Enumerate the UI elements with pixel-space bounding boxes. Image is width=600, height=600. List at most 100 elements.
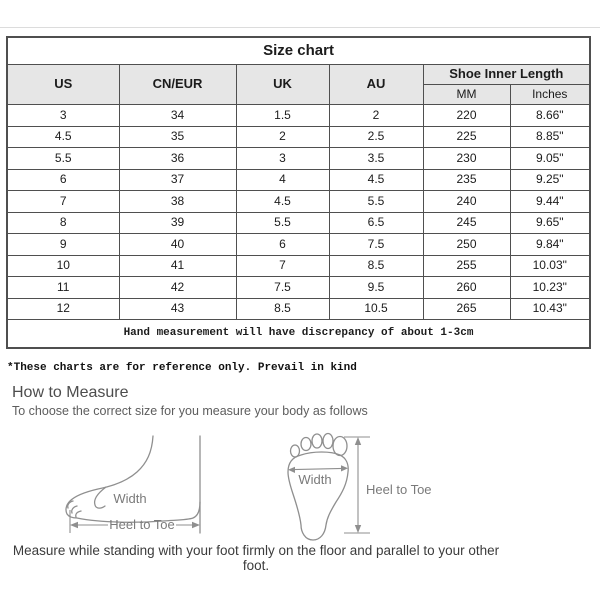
- col-header-shoe-inner-length: Shoe Inner Length: [422, 64, 591, 85]
- table-cell: 9.05": [509, 147, 591, 170]
- down-arrowhead-icon: [354, 525, 362, 533]
- table-cell: 4.5: [328, 168, 424, 191]
- right-arrowhead-icon: [192, 521, 200, 529]
- table-cell: 7.5: [328, 233, 424, 256]
- table-row: 7 38 4.5 5.5 240 9.44": [6, 190, 591, 213]
- table-row: 4.5 35 2 2.5 225 8.85": [6, 125, 591, 148]
- table-cell: 11: [6, 276, 120, 299]
- table-cell: 4.5: [6, 125, 120, 148]
- toe-outline: [322, 432, 334, 450]
- how-to-measure-heading: How to Measure: [12, 384, 129, 401]
- left-arrowhead-icon: [70, 521, 78, 529]
- table-cell: 39: [118, 211, 237, 234]
- table-cell: 9.44": [509, 190, 591, 213]
- table-row: 9 40 6 7.5 250 9.84": [6, 233, 591, 256]
- table-cell: 6: [235, 233, 330, 256]
- table-cell: 3: [235, 147, 330, 170]
- table-cell: 10: [6, 254, 120, 277]
- table-cell: 42: [118, 276, 237, 299]
- table-cell: 7.5: [235, 276, 330, 299]
- table-cell: 260: [422, 276, 511, 299]
- table-cell: 9: [6, 233, 120, 256]
- table-cell: 2: [328, 104, 424, 127]
- reference-only-note: *These charts are for reference only. Pr…: [7, 362, 357, 374]
- table-cell: 255: [422, 254, 511, 277]
- table-cell: 38: [118, 190, 237, 213]
- table-cell: 12: [6, 297, 120, 320]
- table-row: 12 43 8.5 10.5 265 10.43": [6, 297, 591, 320]
- table-cell: 245: [422, 211, 511, 234]
- table-cell: 3.5: [328, 147, 424, 170]
- table-cell: 4.5: [235, 190, 330, 213]
- table-cell: 240: [422, 190, 511, 213]
- table-cell: 34: [118, 104, 237, 127]
- foot-side-outline-path: [65, 435, 201, 523]
- table-row: 8 39 5.5 6.5 245 9.65": [6, 211, 591, 234]
- toe-outline: [300, 436, 312, 452]
- footnote-row: Hand measurement will have discrepancy o…: [6, 319, 591, 349]
- width-left-arrowhead-icon: [288, 466, 295, 473]
- table-row: 6 37 4 4.5 235 9.25": [6, 168, 591, 191]
- header-row: US CN/EUR UK AU Shoe Inner Length: [6, 64, 591, 105]
- top-divider: [0, 27, 600, 28]
- table-cell: 7: [6, 190, 120, 213]
- table-cell: 10.03": [509, 254, 591, 277]
- table-cell: 9.25": [509, 168, 591, 191]
- table-cell: 230: [422, 147, 511, 170]
- table-cell: 35: [118, 125, 237, 148]
- toe-lines: [67, 500, 82, 518]
- table-row: 10 41 7 8.5 255 10.03": [6, 254, 591, 277]
- top-view-heel-to-toe-label: Heel to Toe: [366, 482, 432, 497]
- col-header-mm: MM: [422, 84, 511, 105]
- table-cell: 10.5: [328, 297, 424, 320]
- size-chart-table: Size chart US CN/EUR UK AU Shoe Inner Le…: [6, 36, 592, 349]
- table-cell: 8.66": [509, 104, 591, 127]
- col-header-uk: UK: [235, 64, 330, 105]
- table-cell: 225: [422, 125, 511, 148]
- top-view-width-label: Width: [298, 472, 331, 487]
- table-cell: 40: [118, 233, 237, 256]
- toe-outline: [311, 433, 323, 449]
- size-chart-title: Size chart: [6, 36, 591, 65]
- col-header-au: AU: [328, 64, 424, 105]
- table-cell: 6: [6, 168, 120, 191]
- measuring-instruction: Measure while standing with your foot fi…: [12, 543, 500, 573]
- table-cell: 4: [235, 168, 330, 191]
- table-cell: 41: [118, 254, 237, 277]
- table-cell: 8.5: [235, 297, 330, 320]
- table-cell: 36: [118, 147, 237, 170]
- table-cell: 2.5: [328, 125, 424, 148]
- instep-crease-line: [93, 486, 107, 509]
- width-right-arrowhead-icon: [341, 465, 348, 472]
- title-row: Size chart: [6, 36, 591, 65]
- size-table-body: 3 34 1.5 2 220 8.66" 4.5 35 2 2.5 225 8.85" 5.5 36 3 3.…: [6, 104, 591, 320]
- table-cell: 8.85": [509, 125, 591, 148]
- table-cell: 9.84": [509, 233, 591, 256]
- how-to-measure-subheading: To choose the correct size for you measu…: [12, 404, 368, 418]
- table-cell: 9.5: [328, 276, 424, 299]
- foot-side-view-diagram: Width Heel to Toe: [65, 435, 201, 534]
- up-arrowhead-icon: [354, 437, 362, 445]
- table-cell: 265: [422, 297, 511, 320]
- table-cell: 5.5: [6, 147, 120, 170]
- table-cell: 2: [235, 125, 330, 148]
- big-toe-outline: [332, 435, 348, 457]
- table-row: 5.5 36 3 3.5 230 9.05": [6, 147, 591, 170]
- table-cell: 1.5: [235, 104, 330, 127]
- foot-top-view-diagram: Width Heel to Toe: [287, 432, 432, 541]
- table-cell: 10.23": [509, 276, 591, 299]
- table-cell: 5.5: [235, 211, 330, 234]
- table-cell: 43: [118, 297, 237, 320]
- side-view-heel-to-toe-label: Heel to Toe: [109, 517, 175, 532]
- table-cell: 6.5: [328, 211, 424, 234]
- table-cell: 8.5: [328, 254, 424, 277]
- width-dimension-line: [292, 467, 344, 471]
- side-view-width-label: Width: [113, 491, 146, 506]
- footprint-outline-path: [287, 451, 349, 541]
- sub-header-row: MM Inches: [7, 84, 591, 105]
- small-toe-outline: [289, 444, 301, 458]
- table-cell: 5.5: [328, 190, 424, 213]
- table-cell: 8: [6, 211, 120, 234]
- table-cell: 3: [6, 104, 120, 127]
